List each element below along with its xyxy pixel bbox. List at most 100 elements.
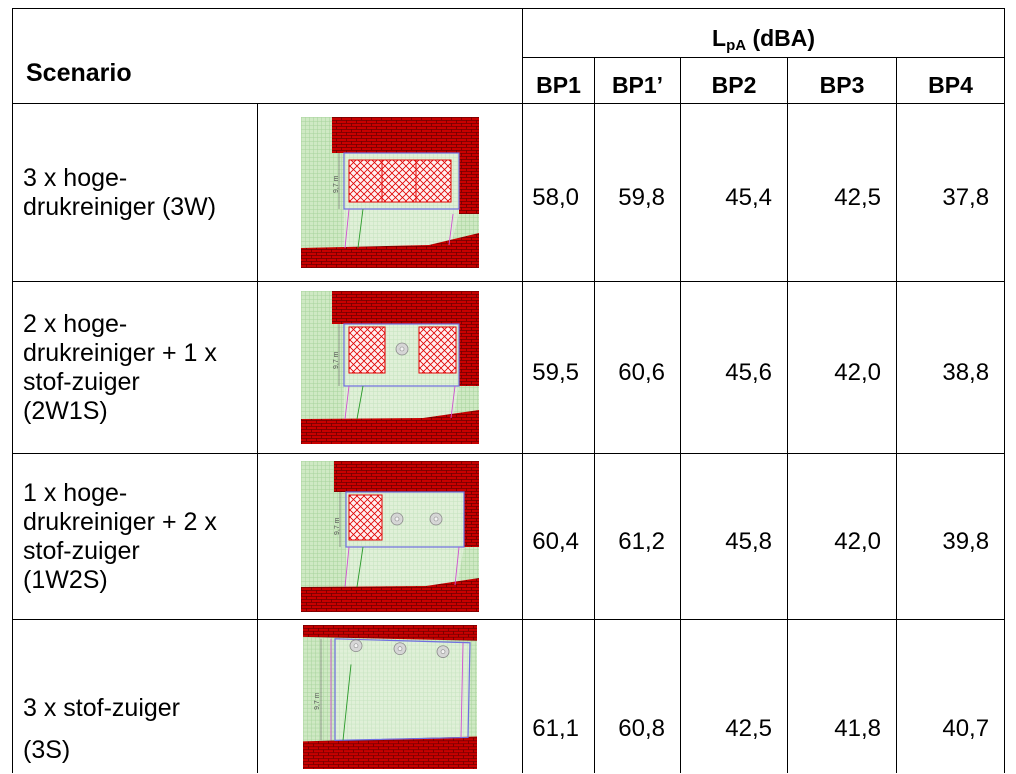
value-cell-bp4: 37,8 [896,103,1006,282]
lpa-subscript: pA [726,37,747,54]
lpa-header: LpA (dBA) [522,8,1006,58]
vacuum-cleaner-icon [429,512,443,526]
lpa-symbol: L [712,25,727,51]
table-row: 3 x hoge- drukreiniger (3W) 9,7 m [12,103,1006,282]
brick-building [334,461,479,547]
value-cell-bp1: 59,5 [522,281,596,454]
scenario-line: (2W1S) [23,396,108,425]
scenario-line: stof-zuiger [23,367,140,396]
site-map-cell: 9,7 m [256,281,524,454]
dimension-label: 9,7 m [333,175,340,193]
pressure-washer-zone [348,494,383,541]
site-map-3s: 9,7 m [303,625,477,769]
building-outline [343,152,460,210]
value-cell-bp1-prime: 60,6 [594,281,682,454]
pressure-washers [348,159,452,203]
column-header-bp2: BP2 [680,57,789,104]
scenario-line: (1W2S) [23,565,108,594]
site-map-1w2s: 9,7 m [301,461,479,612]
brick-building [301,410,479,444]
noise-level-table: Scenario LpA (dBA) BP1 BP1’ BP2 BP3 BP4 … [11,8,1006,773]
site-map-cell: 9,7 m [256,453,524,620]
scenario-cell: 3 x stof-zuiger (3S) [12,619,258,773]
site-map-2w1s: 9,7 m [301,291,479,444]
brick-building [301,233,479,268]
yard-area [335,638,470,741]
value-cell-bp2: 45,8 [680,453,789,620]
column-header-bp1-prime: BP1’ [594,57,682,104]
scenario-line: drukreiniger + 1 x [23,338,217,367]
scenario-cell: 2 x hoge- drukreiniger + 1 x stof-zuiger… [12,281,258,454]
building-outline [343,323,460,387]
scenario-line: 3 x stof-zuiger [23,694,181,722]
value-cell-bp2: 45,6 [680,281,789,454]
value-cell-bp1: 60,4 [522,453,596,620]
scenario-header: Scenario [11,8,524,104]
boundary-line [344,546,460,588]
vacuum-cleaner-icon [349,639,363,653]
value-cell-bp1-prime: 61,2 [594,453,682,620]
dimension-label: 9,7 m [334,517,341,535]
green-line [356,546,364,588]
scenario-line: drukreiniger (3W) [23,192,217,221]
scenario-line: 1 x hoge- [23,478,128,507]
site-map-cell: 9,7 m [256,619,524,773]
column-header-bp4: BP4 [896,57,1006,104]
building-outline [334,638,471,742]
table-row: 1 x hoge- drukreiniger + 2 x stof-zuiger… [12,453,1006,620]
value-cell-bp1: 58,0 [522,103,596,282]
value-cell-bp3: 42,5 [787,103,898,282]
value-cell-bp2: 42,5 [680,619,789,773]
scenario-cell: 3 x hoge- drukreiniger (3W) [12,103,258,282]
boundary-line [344,385,456,420]
scenario-header-label: Scenario [26,58,132,87]
value-cell-bp3: 42,0 [787,281,898,454]
value-cell-bp4: 38,8 [896,281,1006,454]
scenario-line: (3S) [23,736,71,764]
column-header-bp1: BP1 [522,57,596,104]
pressure-washers [348,326,457,374]
dimension-label: 9,7 m [314,692,321,709]
brick-building [332,291,479,386]
site-map-cell: 9,7 m [256,103,524,282]
dimension-label: 9,7 m [333,351,340,369]
scenario-line: drukreiniger + 2 x [23,507,217,536]
value-cell-bp1: 61,1 [522,619,596,773]
boundary-line [344,208,454,249]
value-cell-bp2: 45,4 [680,103,789,282]
pressure-washer-zone [415,159,452,203]
brick-building [332,117,479,214]
scenario-cell: 1 x hoge- drukreiniger + 2 x stof-zuiger… [12,453,258,620]
lpa-unit: (dBA) [752,25,816,51]
pressure-washer-zone [348,326,386,374]
value-cell-bp3: 42,0 [787,453,898,620]
building-outline [345,491,465,548]
green-line [357,208,364,249]
value-cell-bp3: 41,8 [787,619,898,773]
vacuum-cleaner-icon [395,342,409,356]
brick-building [303,625,477,641]
column-header-bp3: BP3 [787,57,898,104]
boundary-line [330,638,464,741]
vacuum-cleaner-icon [436,645,450,658]
pressure-washers [348,494,383,541]
pressure-washer-zone [348,159,383,203]
brick-building [301,578,479,612]
pressure-washer-zone [381,159,417,203]
value-cell-bp4: 40,7 [896,619,1006,773]
vacuum-cleaner-icon [393,642,407,655]
green-line [356,385,364,420]
value-cell-bp1-prime: 60,8 [594,619,682,773]
value-cell-bp4: 39,8 [896,453,1006,620]
pressure-washer-zone [418,326,457,374]
table-row: 3 x stof-zuiger (3S) 9,7 m [12,619,1006,773]
scenario-line: 2 x hoge- [23,309,128,338]
scenario-line: 3 x hoge- [23,163,128,192]
scenario-line: stof-zuiger [23,536,140,565]
value-cell-bp1-prime: 59,8 [594,103,682,282]
table-row: 2 x hoge- drukreiniger + 1 x stof-zuiger… [12,281,1006,454]
vacuum-cleaner-icon [390,512,404,526]
header-row: Scenario LpA (dBA) [11,8,1006,104]
brick-building [303,736,477,769]
site-map-3w: 9,7 m [301,117,479,268]
